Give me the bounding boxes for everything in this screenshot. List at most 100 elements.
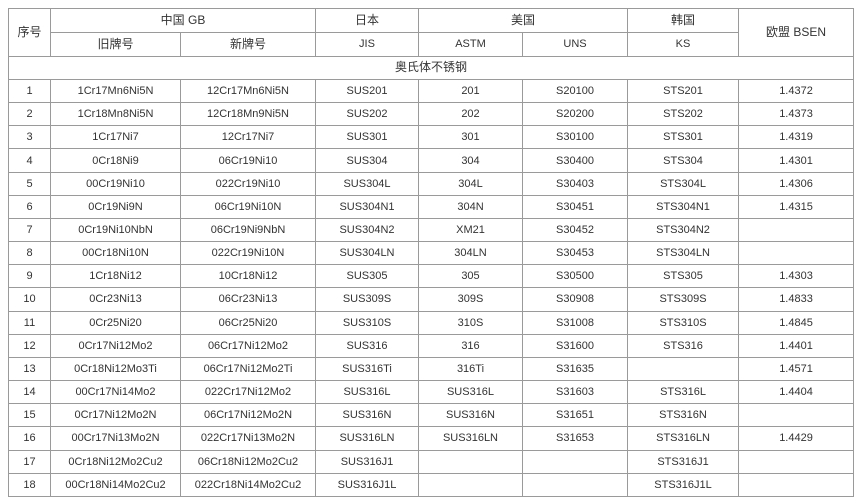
cell-gb-new: 06Cr17Ni12Mo2 [180, 333, 316, 358]
cell-bsen: 1.4301 [738, 148, 855, 173]
cell-uns [521, 472, 629, 498]
column-header-jis: JIS [315, 32, 419, 57]
table-row: 3 1Cr17Ni7 12Cr17Ni7 SUS301 301 S30100 STS301 1… [8, 125, 855, 150]
table-row: 14 00Cr17Ni14Mo2 022Cr17Ni12Mo2 SUS316L SUS3… [8, 380, 855, 405]
cell-gb-new: 06Cr17Ni12Mo2Ti [180, 356, 316, 382]
table-row: 17 0Cr18Ni12Mo2Cu2 06Cr18Ni12Mo2Cu2 SUS316J… [8, 449, 855, 474]
cell-uns: S30908 [521, 287, 629, 312]
cell-ks: STS201 [627, 78, 740, 104]
cell-uns: S31008 [521, 310, 629, 335]
cell-jis: SUS309S [315, 287, 419, 312]
cell-serial: 10 [8, 287, 51, 312]
column-header-eu-bsen: 欧盟 BSEN [738, 8, 855, 57]
cell-serial: 9 [8, 264, 51, 289]
cell-gb-new: 06Cr23Ni13 [180, 287, 316, 312]
cell-jis: SUS316Ti [315, 356, 419, 382]
cell-gb-new: 022Cr19Ni10N [180, 241, 316, 266]
cell-bsen [738, 472, 855, 498]
steel-grade-comparison-table: 序号 中国 GB 日本 美国 韩国 欧盟 BSEN 旧牌号 新牌号 JIS AS… [7, 8, 855, 498]
cell-ks: STS301 [627, 125, 740, 150]
cell-jis: SUS316LN [315, 426, 419, 451]
table-row: 18 00Cr18Ni14Mo2Cu2 022Cr18Ni14Mo2Cu2 SUS31… [8, 472, 855, 498]
cell-uns: S30400 [521, 148, 629, 173]
cell-ks [627, 356, 740, 382]
cell-gb-new: 12Cr18Mn9Ni5N [180, 102, 316, 127]
cell-gb-old: 0Cr25Ni20 [50, 310, 181, 335]
cell-gb-old: 0Cr18Ni12Mo3Ti [50, 356, 181, 382]
cell-uns: S31635 [521, 356, 629, 382]
cell-bsen [738, 241, 855, 266]
cell-ks: STS304N1 [627, 194, 740, 219]
cell-jis: SUS304L [315, 171, 419, 196]
table-row: 16 00Cr17Ni13Mo2N 022Cr17Ni13Mo2N SUS316LN S… [8, 426, 855, 451]
cell-jis: SUS316N [315, 403, 419, 428]
column-header-uns: UNS [521, 32, 629, 57]
cell-bsen: 1.4303 [738, 264, 855, 289]
cell-astm: 316Ti [418, 356, 523, 382]
cell-gb-new: 06Cr19Ni9NbN [180, 217, 316, 243]
cell-serial: 1 [8, 78, 51, 104]
cell-gb-old: 0Cr23Ni13 [50, 287, 181, 312]
cell-jis: SUS301 [315, 125, 419, 150]
cell-bsen: 1.4306 [738, 171, 855, 196]
cell-gb-new: 022Cr17Ni12Mo2 [180, 380, 316, 405]
cell-gb-new: 06Cr25Ni20 [180, 310, 316, 335]
table-row: 10 0Cr23Ni13 06Cr23Ni13 SUS309S 309S S30908 ST… [8, 287, 855, 312]
cell-serial: 18 [8, 472, 51, 498]
cell-serial: 3 [8, 125, 51, 150]
cell-astm: 201 [418, 78, 523, 104]
cell-jis: SUS202 [315, 102, 419, 127]
cell-serial: 11 [8, 310, 51, 335]
cell-jis: SUS304N2 [315, 217, 419, 243]
cell-gb-new: 06Cr19Ni10 [180, 148, 316, 173]
header-row-2: 旧牌号 新牌号 JIS ASTM UNS KS [9, 32, 854, 57]
cell-ks: STS316LN [627, 426, 740, 451]
cell-gb-new: 022Cr17Ni13Mo2N [180, 426, 316, 451]
column-header-astm: ASTM [418, 32, 523, 57]
cell-uns: S30500 [521, 264, 629, 289]
header-row-1: 序号 中国 GB 日本 美国 韩国 欧盟 BSEN [8, 8, 855, 57]
cell-uns: S20100 [521, 78, 629, 104]
cell-bsen: 1.4315 [738, 194, 855, 219]
cell-astm: 316 [418, 333, 523, 358]
cell-astm: 305 [418, 264, 523, 289]
cell-gb-old: 0Cr19Ni9N [50, 194, 181, 219]
column-header-serial: 序号 [8, 8, 51, 57]
cell-gb-new: 12Cr17Mn6Ni5N [180, 78, 316, 104]
cell-gb-new: 06Cr18Ni12Mo2Cu2 [180, 449, 316, 474]
cell-astm [418, 449, 523, 474]
cell-serial: 5 [8, 171, 51, 196]
cell-gb-new: 06Cr17Ni12Mo2N [180, 403, 316, 428]
column-header-new-grade: 新牌号 [180, 32, 316, 57]
cell-uns: S31653 [521, 426, 629, 451]
cell-ks: STS304LN [627, 241, 740, 266]
cell-ks: STS316L [627, 380, 740, 405]
cell-ks: STS309S [627, 287, 740, 312]
cell-serial: 7 [8, 217, 51, 243]
cell-gb-old: 00Cr17Ni14Mo2 [50, 380, 181, 405]
cell-astm: SUS316N [418, 403, 523, 428]
cell-bsen: 1.4833 [738, 287, 855, 312]
cell-astm: 304L [418, 171, 523, 196]
cell-uns: S30451 [521, 194, 629, 219]
cell-serial: 8 [8, 241, 51, 266]
cell-serial: 2 [8, 102, 51, 127]
cell-gb-old: 00Cr18Ni10N [50, 241, 181, 266]
column-header-japan: 日本 [315, 8, 419, 33]
cell-serial: 16 [8, 426, 51, 451]
cell-ks: STS202 [627, 102, 740, 127]
cell-astm: XM21 [418, 217, 523, 243]
cell-gb-new: 10Cr18Ni12 [180, 264, 316, 289]
cell-serial: 14 [8, 380, 51, 405]
cell-astm: 309S [418, 287, 523, 312]
cell-ks: STS310S [627, 310, 740, 335]
cell-uns: S31600 [521, 333, 629, 358]
column-header-usa: 美国 [417, 8, 629, 33]
table-body: 1 1Cr17Mn6Ni5N 12Cr17Mn6Ni5N SUS201 201 S2010… [8, 78, 855, 498]
cell-jis: SUS304 [315, 148, 419, 173]
table-row: 11 0Cr25Ni20 06Cr25Ni20 SUS310S 310S S31008 ST… [8, 310, 855, 335]
cell-ks: STS316N [627, 403, 740, 428]
cell-astm: SUS316L [418, 380, 523, 405]
table-row: 12 0Cr17Ni12Mo2 06Cr17Ni12Mo2 SUS316 316 S316… [8, 333, 855, 358]
